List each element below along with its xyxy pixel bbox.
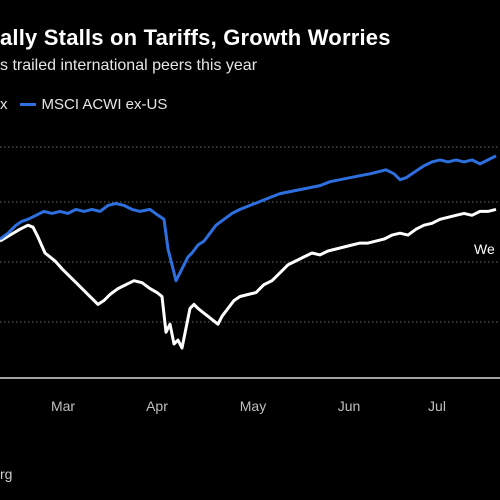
legend-label-0: x	[0, 95, 8, 113]
x-tick-label-apr: Apr	[146, 398, 168, 414]
series-line-0	[0, 207, 497, 350]
series-line-1	[0, 154, 497, 283]
x-tick-label-mar: Mar	[51, 398, 75, 414]
legend-swatch-1	[19, 102, 36, 106]
x-tick-labels: Mar Apr May Jun Jul	[51, 398, 446, 414]
series-group	[0, 154, 497, 350]
chart-title: ally Stalls on Tariffs, Growth Worries	[0, 25, 391, 50]
x-tick-label-jul: Jul	[428, 398, 446, 414]
x-tick-label-may: May	[240, 398, 266, 414]
grid	[0, 146, 500, 323]
source-note: rg	[0, 466, 13, 482]
x-tick-label-jun: Jun	[338, 398, 361, 414]
legend: x MSCI ACWI ex-US	[0, 94, 167, 114]
series-end-label: We	[474, 241, 495, 257]
chart-subtitle: s trailed international peers this year	[0, 57, 258, 74]
legend-label-1: MSCI ACWI ex-US	[41, 95, 168, 113]
